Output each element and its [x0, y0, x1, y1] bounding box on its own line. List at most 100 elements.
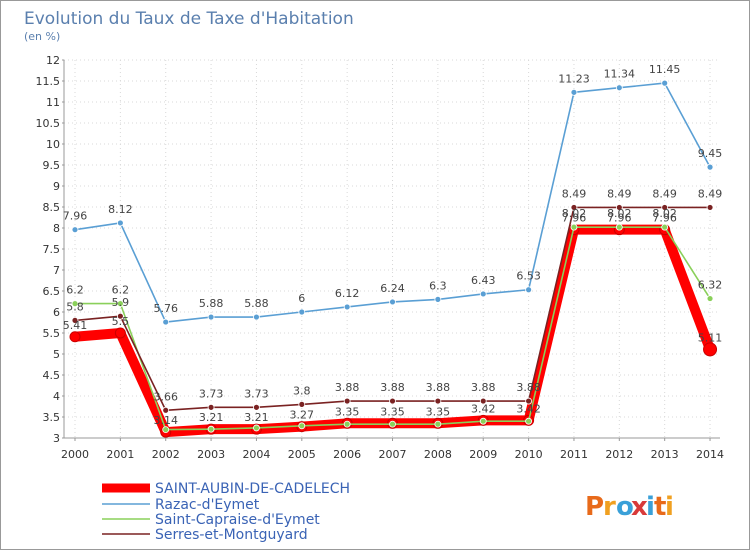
data-label: 3.73 — [199, 387, 224, 400]
x-tick-label: 2003 — [197, 448, 225, 461]
data-point — [479, 397, 487, 405]
data-label: 5.76 — [153, 302, 178, 315]
data-point — [570, 223, 578, 231]
grid — [64, 59, 720, 439]
data-label: 11.45 — [649, 63, 681, 76]
data-label: 7.96 — [652, 212, 677, 225]
data-label: 3.42 — [471, 402, 496, 415]
y-tick-label: 7 — [53, 264, 60, 277]
logo-letter: i — [665, 492, 674, 522]
data-point — [703, 342, 718, 357]
data-point — [253, 313, 260, 321]
data-label: 3.14 — [153, 414, 178, 427]
data-point — [298, 400, 306, 408]
data-point — [706, 163, 714, 171]
y-tick-label: 11.5 — [36, 75, 61, 88]
proxiti-logo: Pr oxi ti — [585, 492, 674, 522]
x-tick-label: 2005 — [288, 448, 316, 461]
data-label: 6 — [298, 292, 305, 305]
data-point — [479, 290, 487, 298]
data-point — [71, 226, 79, 234]
x-tick-label: 2010 — [515, 448, 543, 461]
data-point — [706, 204, 714, 211]
y-tick-label: 3.5 — [43, 411, 61, 424]
logo-letter: r — [603, 492, 616, 522]
chart-title: Evolution du Taux de Taxe d'Habitation — [24, 9, 354, 29]
data-label: 8.49 — [607, 187, 632, 200]
y-tick-label: 9.5 — [43, 159, 61, 172]
series-group — [69, 79, 718, 438]
logo-letter: P — [585, 492, 604, 522]
series-3 — [71, 204, 714, 414]
legend-label: Serres-et-Montguyard — [155, 527, 308, 543]
x-tick-label: 2014 — [696, 448, 724, 461]
data-label: 8.02 — [562, 207, 587, 220]
y-tick-label: 6 — [53, 306, 60, 319]
logo-letter: t — [654, 492, 666, 522]
x-axis-ticks: 2000 2001 2002 2003 2004 2005 2006 2007 2008 2009… — [61, 438, 724, 461]
data-label: 3.88 — [335, 381, 360, 394]
data-label: 6.53 — [516, 270, 541, 283]
data-label: 3.8 — [293, 384, 311, 397]
data-label: 5.8 — [66, 300, 84, 313]
y-tick-label: 4.5 — [43, 369, 61, 382]
data-label: 3.88 — [380, 381, 405, 394]
data-labels: 5.41 5.5 3.14 3.21 3.21 3.27 3.35 3.35 3.35 3.42 3… — [63, 63, 723, 427]
data-point — [389, 420, 396, 428]
data-point — [525, 397, 532, 405]
data-label: 6.3 — [429, 279, 447, 292]
data-label: 6.32 — [698, 279, 723, 292]
data-point — [661, 223, 669, 231]
data-label: 6.2 — [112, 284, 130, 297]
data-label: 8.02 — [607, 207, 632, 220]
legend-label: SAINT-AUBIN-DE-CADELECH — [155, 481, 350, 497]
x-tick-label: 2006 — [333, 448, 361, 461]
data-point — [343, 420, 351, 428]
data-point — [343, 303, 351, 311]
data-point — [162, 426, 170, 434]
data-label: 6.12 — [335, 287, 360, 300]
data-label: 3.21 — [244, 411, 269, 424]
data-label: 7.96 — [562, 212, 587, 225]
x-tick-label: 2004 — [242, 448, 270, 461]
data-point — [207, 313, 215, 321]
y-tick-label: 5.5 — [43, 327, 61, 340]
series-1 — [71, 79, 714, 326]
data-point — [434, 420, 442, 428]
data-point — [116, 312, 124, 320]
data-point — [661, 79, 669, 87]
data-label: 3.35 — [380, 405, 405, 418]
x-tick-label: 2001 — [106, 448, 134, 461]
data-label: 5.88 — [199, 297, 224, 310]
data-point — [162, 318, 170, 326]
data-point — [343, 397, 351, 405]
data-label: 3.88 — [516, 381, 541, 394]
data-label: 9.45 — [698, 147, 723, 160]
chart-subtitle: (en %) — [24, 30, 60, 43]
data-label: 5.5 — [112, 315, 130, 328]
x-tick-label: 2007 — [379, 448, 407, 461]
y-tick-label: 12 — [46, 54, 60, 67]
data-point — [434, 397, 442, 405]
data-label: 8.02 — [652, 207, 677, 220]
series-2 — [71, 223, 714, 434]
data-label: 3.35 — [426, 405, 451, 418]
y-tick-label: 9 — [53, 180, 60, 193]
data-label: 3.66 — [153, 390, 178, 403]
y-tick-label: 11 — [46, 96, 60, 109]
data-point — [525, 286, 532, 294]
data-label: 7.96 — [63, 210, 88, 223]
data-label: 6.24 — [380, 282, 405, 295]
data-label: 7.96 — [607, 212, 632, 225]
x-tick-label: 2009 — [469, 448, 497, 461]
data-label: 3.88 — [426, 381, 451, 394]
data-point — [253, 424, 260, 432]
data-label: 5.41 — [63, 319, 88, 332]
x-tick-label: 2013 — [651, 448, 679, 461]
data-label: 6.2 — [66, 284, 84, 297]
data-point — [69, 331, 81, 343]
data-point — [116, 300, 124, 308]
